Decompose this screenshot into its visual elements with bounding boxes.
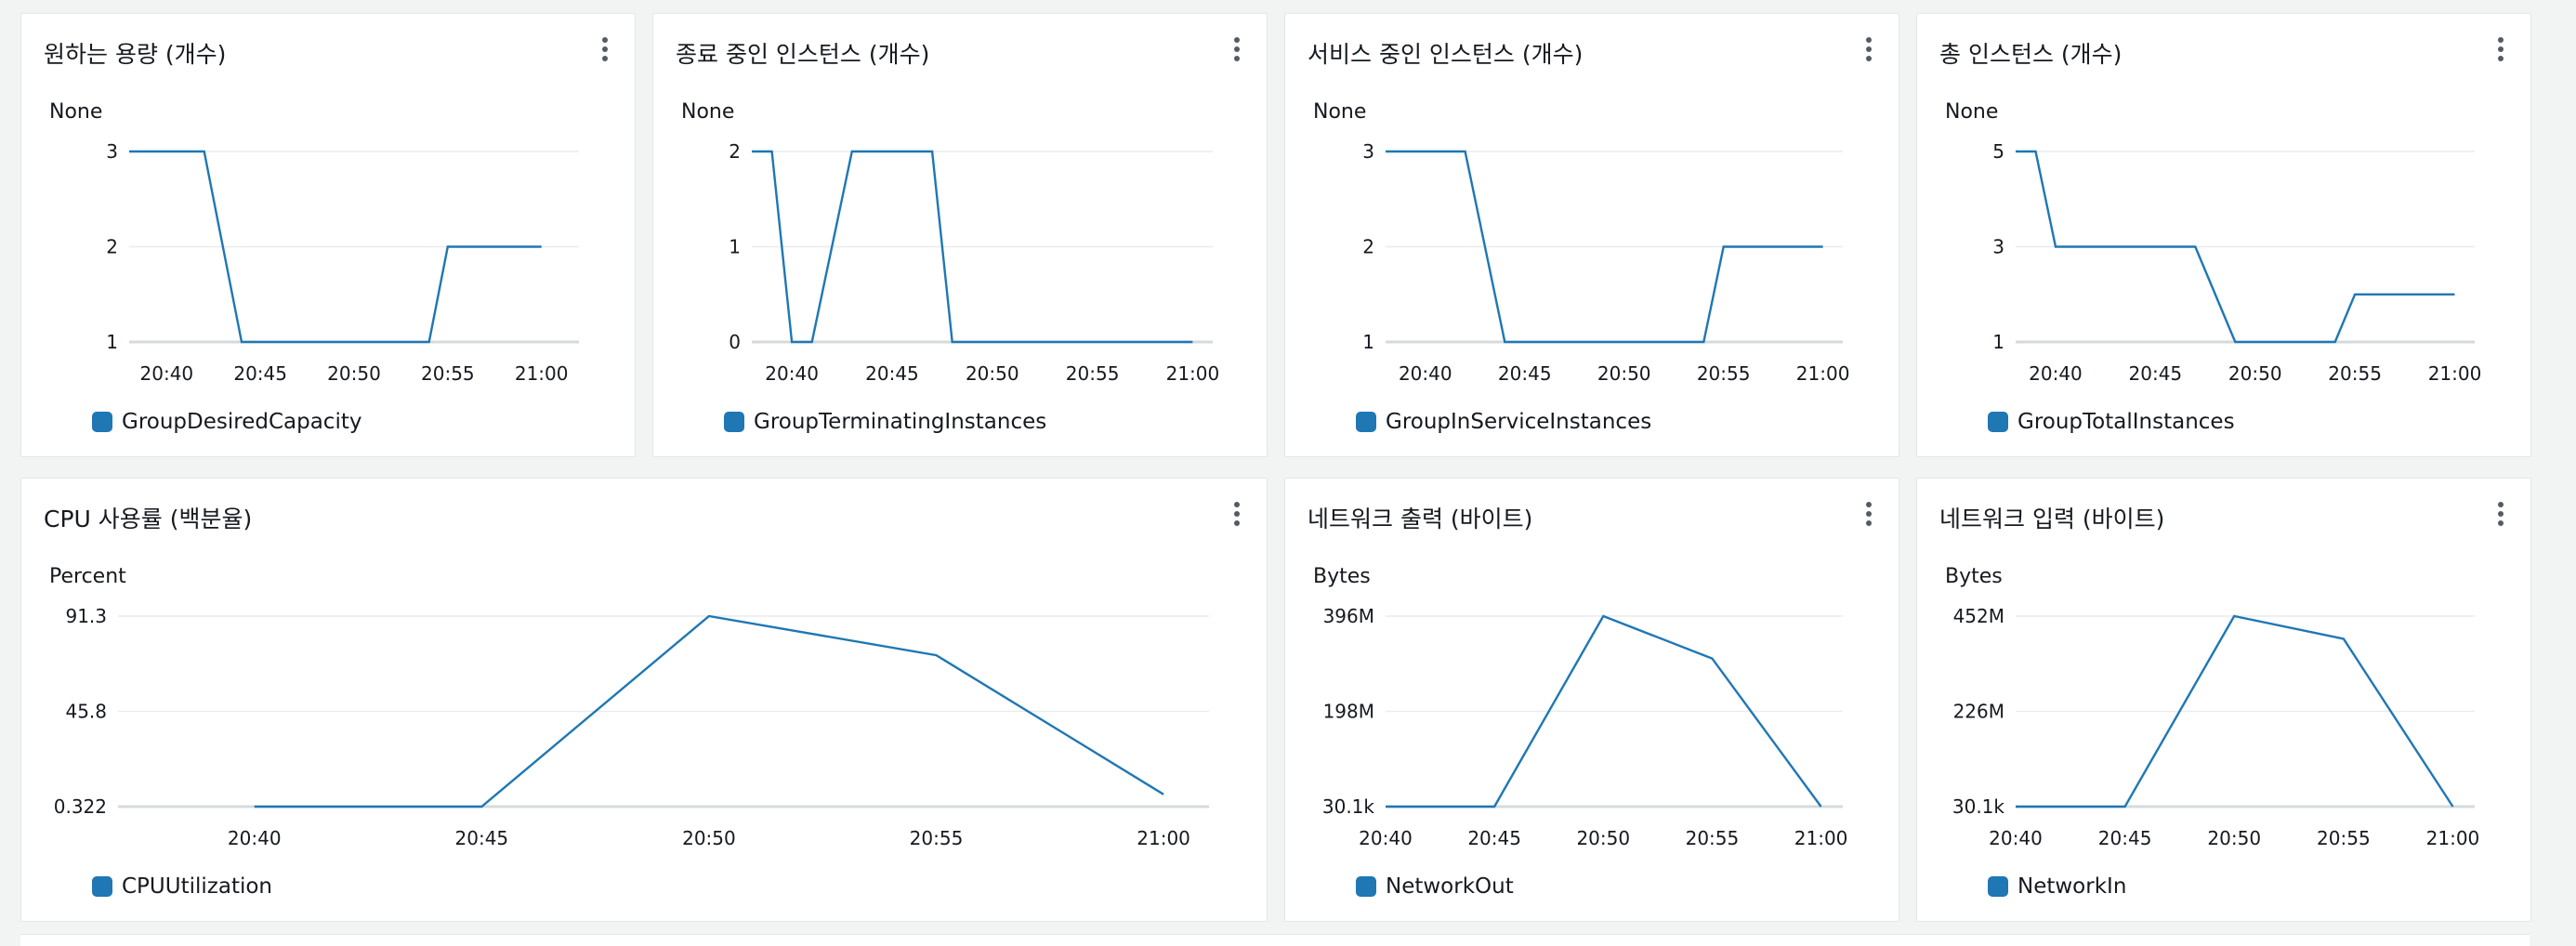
x-tick-label: 20:50 <box>2207 827 2261 849</box>
y-tick-label: 45.8 <box>65 701 107 723</box>
y-tick-label: 198M <box>1323 701 1374 723</box>
x-tick-label: 20:55 <box>1697 362 1751 385</box>
legend-label: GroupInServiceInstances <box>1386 410 1651 434</box>
metric-widget: 서비스 중인 인스턴스 (개수) None 3 2 1 20:40 20:45 20:50 20… <box>1284 13 1899 457</box>
metric-widget: 총 인스턴스 (개수) None 5 3 1 20:40 20:45 20:50 20:55 21… <box>1916 13 2531 457</box>
line-chart: 91.3 45.8 0.322 20:40 20:45 20:50 20:55 21:00 <box>21 479 1268 923</box>
x-tick-label: 20:40 <box>1399 362 1452 385</box>
x-tick-label: 20:40 <box>1359 827 1413 849</box>
line-chart: 5 3 1 20:40 20:45 20:50 20:55 21:00 <box>1917 14 2532 458</box>
x-tick-label: 20:40 <box>2029 362 2083 385</box>
legend-swatch <box>1356 412 1376 432</box>
x-tick-label: 20:45 <box>2098 827 2152 849</box>
x-tick-label: 20:45 <box>1498 362 1552 385</box>
x-tick-label: 20:55 <box>910 827 964 849</box>
y-tick-label: 3 <box>1992 236 2004 258</box>
metric-widget: 네트워크 입력 (바이트) Bytes 452M 226M 30.1k 20:40 20:4… <box>1916 478 2531 922</box>
x-tick-label: 20:55 <box>421 362 475 385</box>
line-chart: 396M 198M 30.1k 20:40 20:45 20:50 20:55 21:00 <box>1285 479 1900 923</box>
legend-item[interactable]: CPUUtilization <box>92 874 272 899</box>
x-tick-label: 21:00 <box>1796 362 1850 385</box>
x-tick-label: 20:40 <box>1989 827 2043 849</box>
legend-swatch <box>1988 412 2008 432</box>
x-tick-label: 21:00 <box>515 362 569 385</box>
y-tick-label: 2 <box>729 140 741 163</box>
x-tick-label: 20:55 <box>2328 362 2382 385</box>
y-tick-label: 1 <box>729 236 741 258</box>
legend-label: CPUUtilization <box>122 874 272 899</box>
x-tick-label: 20:50 <box>966 362 1019 385</box>
x-tick-label: 20:50 <box>1576 827 1630 849</box>
legend-item[interactable]: NetworkIn <box>1988 874 2126 899</box>
x-tick-label: 20:50 <box>2228 362 2282 385</box>
legend-label: NetworkOut <box>1386 874 1514 899</box>
x-tick-label: 20:45 <box>455 827 509 849</box>
legend-swatch <box>92 876 112 897</box>
y-tick-label: 452M <box>1953 605 2004 627</box>
y-tick-label: 5 <box>1992 140 2004 163</box>
x-tick-label: 20:45 <box>2129 362 2183 385</box>
y-tick-label: 3 <box>106 140 118 163</box>
line-chart: 452M 226M 30.1k 20:40 20:45 20:50 20:55 21:00 <box>1917 479 2532 923</box>
x-tick-label: 20:45 <box>233 362 287 385</box>
x-tick-label: 20:40 <box>228 827 282 849</box>
line-chart: 3 2 1 20:40 20:45 20:50 20:55 21:00 <box>1285 14 1900 458</box>
x-tick-label: 20:40 <box>140 362 194 385</box>
x-tick-label: 21:00 <box>2428 362 2482 385</box>
y-tick-label: 226M <box>1953 701 2004 723</box>
legend-label: GroupTerminatingInstances <box>754 410 1046 434</box>
legend-swatch <box>724 412 744 432</box>
metric-widget: CPU 사용률 (백분율) Percent 91.3 45.8 0.322 20:40 20… <box>20 478 1268 922</box>
metric-widget: 종료 중인 인스턴스 (개수) None 2 1 0 20:40 20:45 20:50 20:… <box>652 13 1268 457</box>
y-tick-label: 1 <box>106 331 118 353</box>
y-tick-label: 0 <box>729 331 741 353</box>
legend-label: NetworkIn <box>2017 874 2126 899</box>
x-tick-label: 20:45 <box>865 362 919 385</box>
metric-widget: 네트워크 출력 (바이트) Bytes 396M 198M 30.1k 20:40 20:4… <box>1284 478 1899 922</box>
y-tick-label: 1 <box>1992 331 2004 353</box>
metric-widget: 원하는 용량 (개수) None 3 2 1 20:40 20:45 20:50 20:55 21… <box>20 13 636 457</box>
y-tick-label: 3 <box>1362 140 1374 163</box>
y-tick-label: 1 <box>1362 331 1374 353</box>
y-tick-label: 2 <box>1362 236 1374 258</box>
legend-swatch <box>1356 876 1376 897</box>
x-tick-label: 20:50 <box>682 827 736 849</box>
x-tick-label: 21:00 <box>1137 827 1190 849</box>
legend-item[interactable]: NetworkOut <box>1356 874 1514 899</box>
legend-item[interactable]: GroupInServiceInstances <box>1356 410 1651 434</box>
legend-label: GroupDesiredCapacity <box>122 410 361 434</box>
legend-swatch <box>92 412 112 432</box>
legend-swatch <box>1988 876 2008 897</box>
y-tick-label: 91.3 <box>65 605 107 627</box>
x-tick-label: 20:40 <box>765 362 819 385</box>
x-tick-label: 21:00 <box>1166 362 1220 385</box>
x-tick-label: 20:45 <box>1467 827 1521 849</box>
legend-item[interactable]: GroupTerminatingInstances <box>724 410 1046 434</box>
x-tick-label: 20:50 <box>1597 362 1651 385</box>
y-tick-label: 30.1k <box>1952 795 2005 818</box>
y-tick-label: 2 <box>106 236 118 258</box>
legend-item[interactable]: GroupDesiredCapacity <box>92 410 361 434</box>
legend-item[interactable]: GroupTotalInstances <box>1988 410 2235 434</box>
x-tick-label: 20:55 <box>1686 827 1740 849</box>
legend-label: GroupTotalInstances <box>2017 410 2235 434</box>
x-tick-label: 20:55 <box>1066 362 1120 385</box>
x-tick-label: 21:00 <box>1794 827 1848 849</box>
next-row-widgets <box>20 934 2530 946</box>
x-tick-label: 20:55 <box>2317 827 2371 849</box>
x-tick-label: 21:00 <box>2426 827 2480 849</box>
y-tick-label: 0.322 <box>54 795 107 818</box>
line-chart: 3 2 1 20:40 20:45 20:50 20:55 21:00 <box>21 14 637 458</box>
line-chart: 2 1 0 20:40 20:45 20:50 20:55 21:00 <box>653 14 1268 458</box>
y-tick-label: 30.1k <box>1322 795 1375 818</box>
x-tick-label: 20:50 <box>327 362 381 385</box>
y-tick-label: 396M <box>1323 605 1374 627</box>
